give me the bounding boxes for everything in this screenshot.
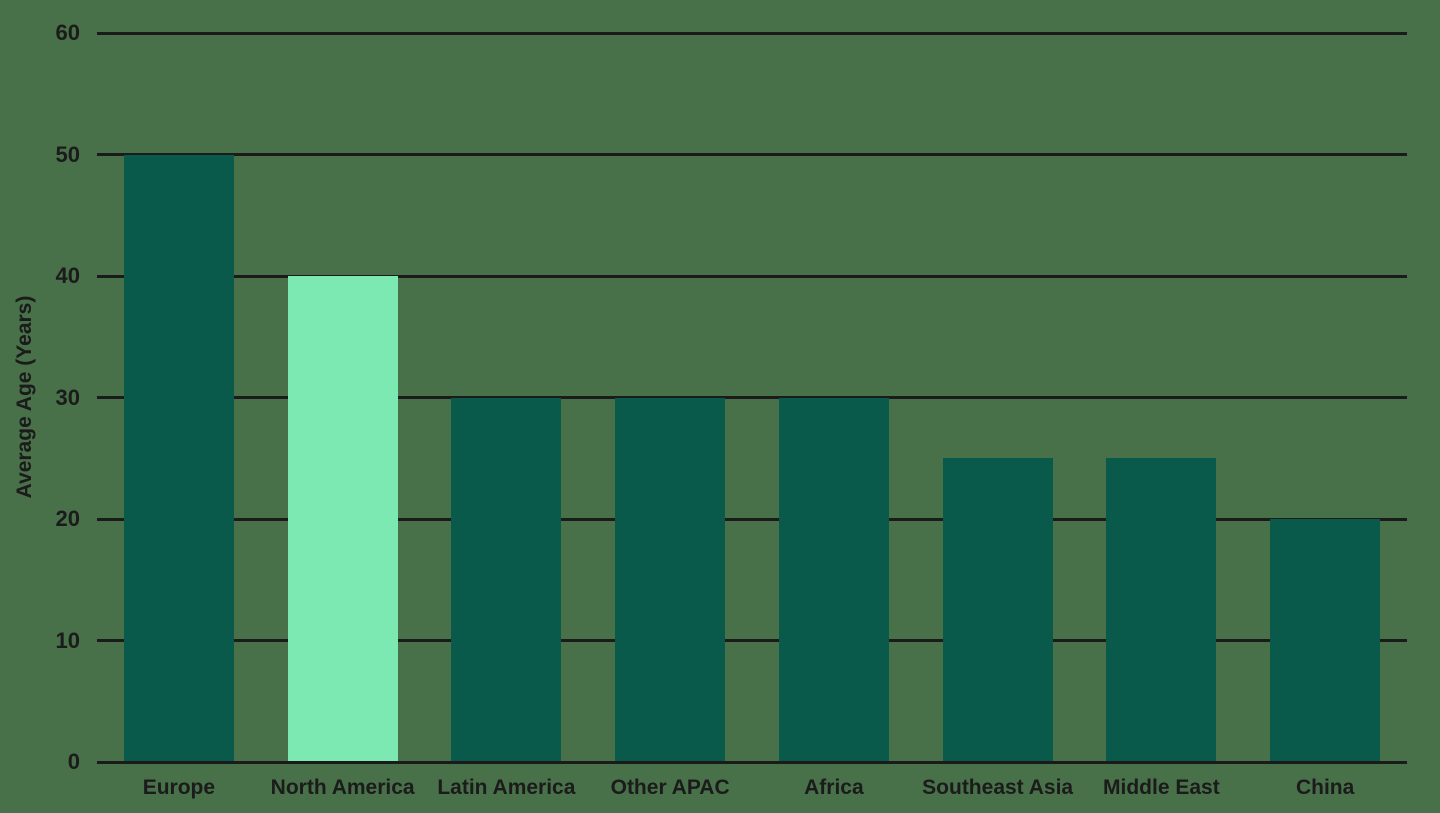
grid-line-50 [97, 153, 1407, 156]
y-tick-label-40: 40 [55, 263, 80, 288]
x-tick-label-china: China [1295, 776, 1355, 799]
grid-line-60 [97, 31, 1407, 35]
y-tick-label-10: 10 [55, 627, 80, 653]
grid-line-10 [97, 639, 1407, 642]
grid-line-20 [97, 517, 1407, 521]
y-tick-label-60: 60 [55, 20, 80, 45]
y-tick-label-30: 30 [55, 384, 80, 410]
bar-latin-america [451, 397, 562, 762]
bar-europe [123, 154, 234, 762]
x-tick-label-africa: Africa [804, 776, 864, 799]
y-tick-label-0: 0 [67, 749, 80, 774]
x-tick-label-other-apac: Other APAC [610, 776, 730, 799]
grid-line-40 [97, 274, 1407, 278]
x-tick-label-europe: Europe [142, 776, 216, 799]
bar-north-america [287, 276, 398, 762]
x-tick-label-north-america: North America [270, 776, 415, 799]
bar-africa [778, 397, 889, 762]
bar-other-apac [615, 397, 726, 762]
bar-middle-east [1106, 458, 1217, 762]
x-tick-label-southeast-asia: Southeast Asia [922, 776, 1074, 799]
y-tick-label-20: 20 [55, 506, 80, 531]
x-tick-label-middle-east: Middle East [1103, 776, 1220, 799]
y-tick-label-50: 50 [55, 141, 80, 167]
grid-line-30 [97, 396, 1407, 399]
bar-china [1270, 519, 1381, 762]
bar-southeast-asia [942, 458, 1053, 762]
grid-line-0 [97, 760, 1407, 764]
x-tick-label-latin-america: Latin America [437, 776, 576, 799]
